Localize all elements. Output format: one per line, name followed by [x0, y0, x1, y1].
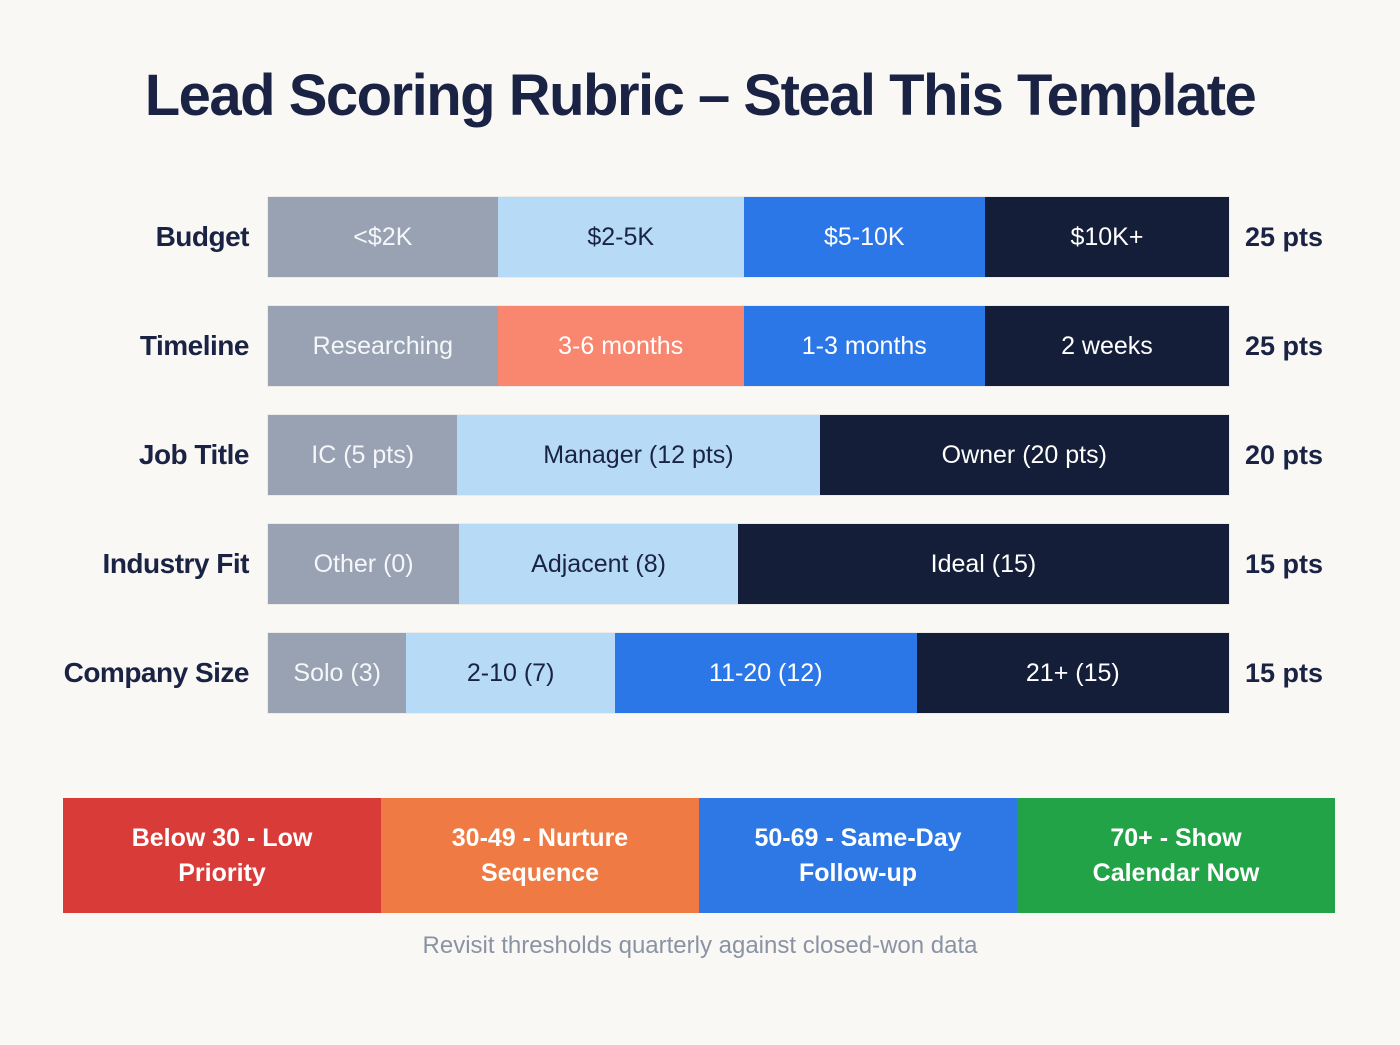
rubric-row-budget: Budget <$2K $2-5K $5-10K $10K+ 25 pts — [0, 197, 1400, 277]
bar-segment: $2-5K — [497, 197, 744, 277]
row-points-timeline: 25 pts — [1245, 330, 1324, 361]
rubric-row-job-title: Job Title IC (5 pts) Manager (12 pts) Ow… — [0, 415, 1400, 495]
bar-segment: $10K+ — [984, 197, 1229, 277]
bar-segment: <$2K — [268, 197, 498, 277]
budget-bar: <$2K $2-5K $5-10K $10K+ — [268, 197, 1229, 277]
rubric-row-industry-fit: Industry Fit Other (0) Adjacent (8) Idea… — [0, 524, 1400, 604]
row-label-company-size: Company Size — [63, 657, 250, 688]
bar-segment: 2 weeks — [984, 306, 1229, 386]
row-points-job-title: 20 pts — [1245, 439, 1324, 470]
bar-segment: Researching — [268, 306, 498, 386]
legend-label-line: Below 30 - Low — [131, 823, 313, 852]
page-title: Lead Scoring Rubric – Steal This Templat… — [144, 63, 1257, 128]
bar-segment: 3-6 months — [497, 306, 744, 386]
legend-label-line: 30-49 - Nurture — [451, 823, 629, 852]
bar-segment: 1-3 months — [743, 306, 985, 386]
row-label-timeline: Timeline — [139, 330, 250, 361]
row-label-job-title: Job Title — [138, 439, 250, 470]
timeline-bar: Researching 3-6 months 1-3 months 2 week… — [268, 306, 1229, 386]
legend-label-line: Calendar Now — [1092, 858, 1260, 887]
bar-segment: Owner (20 pts) — [819, 415, 1229, 495]
bar-segment: Solo (3) — [268, 633, 407, 713]
rubric-row-timeline: Timeline Researching 3-6 months 1-3 mont… — [0, 306, 1400, 386]
bar-segment: IC (5 pts) — [268, 415, 458, 495]
bar-segment: Adjacent (8) — [459, 524, 738, 604]
row-label-industry-fit: Industry Fit — [102, 548, 250, 579]
rubric-rows: Budget <$2K $2-5K $5-10K $10K+ 25 pts Ti… — [0, 197, 1400, 742]
bar-segment: 2-10 (7) — [406, 633, 615, 713]
industry-fit-bar: Other (0) Adjacent (8) Ideal (15) — [268, 524, 1229, 604]
score-threshold-legend: Below 30 - Low Priority 30-49 - Nurture … — [63, 798, 1335, 913]
row-points-industry-fit: 15 pts — [1245, 548, 1324, 579]
footnote: Revisit thresholds quarterly against clo… — [422, 932, 978, 959]
bar-segment: Manager (12 pts) — [457, 415, 820, 495]
row-label-budget: Budget — [155, 221, 250, 252]
legend-label-line: Priority — [178, 858, 266, 887]
bar-segment: $5-10K — [743, 197, 985, 277]
legend-label-line: 50-69 - Same-Day — [754, 823, 962, 852]
bar-segment: Other (0) — [268, 524, 460, 604]
rubric-row-company-size: Company Size Solo (3) 2-10 (7) 11-20 (12… — [0, 633, 1400, 713]
legend-nurture-sequence: 30-49 - Nurture Sequence — [381, 798, 699, 913]
legend-label-line: Follow-up — [798, 858, 918, 887]
legend-same-day-follow-up: 50-69 - Same-Day Follow-up — [699, 798, 1017, 913]
row-points-company-size: 15 pts — [1245, 657, 1324, 688]
legend-label-line: 70+ - Show — [1110, 823, 1242, 852]
job-title-bar: IC (5 pts) Manager (12 pts) Owner (20 pt… — [268, 415, 1229, 495]
row-points-budget: 25 pts — [1245, 221, 1324, 252]
bar-segment: 11-20 (12) — [614, 633, 917, 713]
legend-label-line: Sequence — [480, 858, 600, 887]
bar-segment: 21+ (15) — [916, 633, 1229, 713]
legend-low-priority: Below 30 - Low Priority — [63, 798, 381, 913]
bar-segment: Ideal (15) — [737, 524, 1229, 604]
legend-show-calendar: 70+ - Show Calendar Now — [1017, 798, 1335, 913]
company-size-bar: Solo (3) 2-10 (7) 11-20 (12) 21+ (15) — [268, 633, 1229, 713]
